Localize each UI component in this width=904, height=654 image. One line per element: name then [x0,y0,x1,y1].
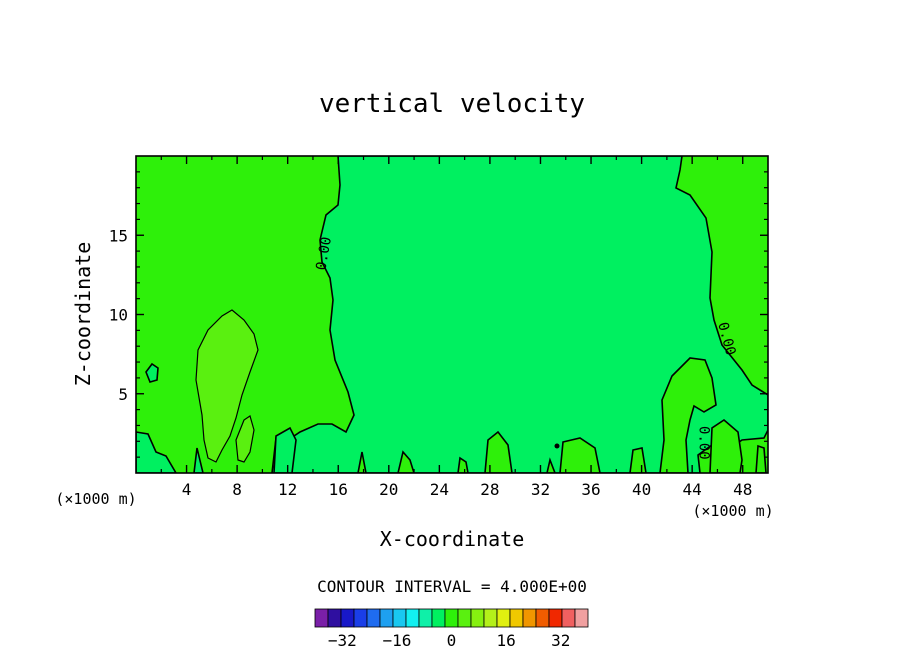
x-tick-label: 24 [430,480,449,499]
y-axis-label: Z-coordinate [71,242,95,387]
colorbar-swatch [574,608,589,628]
x-tick-label: 8 [232,480,242,499]
x-tick-label: 20 [379,480,398,499]
point-marker [554,443,560,449]
colorbar-swatch [535,608,550,628]
colorbar-tick-label: 16 [496,631,515,650]
contour-label: 0.00 [696,426,712,460]
lobe-right-small [709,418,743,473]
colorbar-swatch [444,608,459,628]
x-tick-label: 12 [278,480,297,499]
colorbar-swatch [457,608,472,628]
colorbar-swatch [353,608,368,628]
colorbar-swatch [340,608,355,628]
colorbar-swatch [509,608,524,628]
contour-label: 0.00 [313,236,335,272]
region-negative [271,156,768,473]
region-positive-strong-2 [235,415,255,463]
bump [559,437,601,473]
bump [357,451,367,473]
lobe-left [136,431,177,473]
colorbar-swatch [379,608,394,628]
colorbar-swatch [314,608,329,628]
lobe-right [659,357,717,473]
x-tick-label: 32 [531,480,550,499]
colorbar-swatch [470,608,485,628]
x-tick-label: 36 [581,480,600,499]
x-tick-label: 40 [632,480,651,499]
contour-labels: 0.000.000.00 [313,236,738,460]
colorbar-swatch [431,608,446,628]
colorbar-swatch [405,608,420,628]
x-axis-label: X-coordinate [380,527,525,551]
x-tick-label: 28 [480,480,499,499]
x-tick-label: 16 [329,480,348,499]
x-unit-left: (×1000 m) [55,490,136,508]
x-tick-label: 48 [733,480,752,499]
y-tick-label: 5 [118,385,128,404]
colorbar-swatch [496,608,511,628]
colorbar-swatch [392,608,407,628]
y-tick-label: 10 [109,306,128,325]
colorbar-swatch [327,608,342,628]
colorbar-tick-label: 0 [447,631,457,650]
x-tick-label: 4 [182,480,192,499]
y-tick-label: 15 [109,226,128,245]
bump-left [193,447,204,473]
colorbar-swatch [561,608,576,628]
x-unit-right: (×1000 m) [692,502,773,520]
colorbar-swatch [522,608,537,628]
bump [457,456,469,473]
colorbar-swatch [548,608,563,628]
contour-field [136,156,768,473]
chart-title: vertical velocity [319,89,585,119]
colorbar-tick-label: −32 [328,631,357,650]
colorbar: −32 −16 0 16 32 [314,608,589,650]
region-positive-strong [195,309,259,463]
bump [397,450,415,473]
colorbar-swatch [366,608,381,628]
colorbar-tick-label: −16 [382,631,411,650]
x-tick-label: 44 [683,480,702,499]
blob-left [145,362,159,383]
bump [546,457,556,473]
bump [484,430,513,473]
lobe-left-2 [273,426,297,473]
colorbar-tick-label: 32 [551,631,570,650]
colorbar-swatch [418,608,433,628]
contour-interval: CONTOUR INTERVAL = 4.000E+00 [317,577,587,596]
lobe-right-tiny [755,444,767,473]
colorbar-swatch [483,608,498,628]
